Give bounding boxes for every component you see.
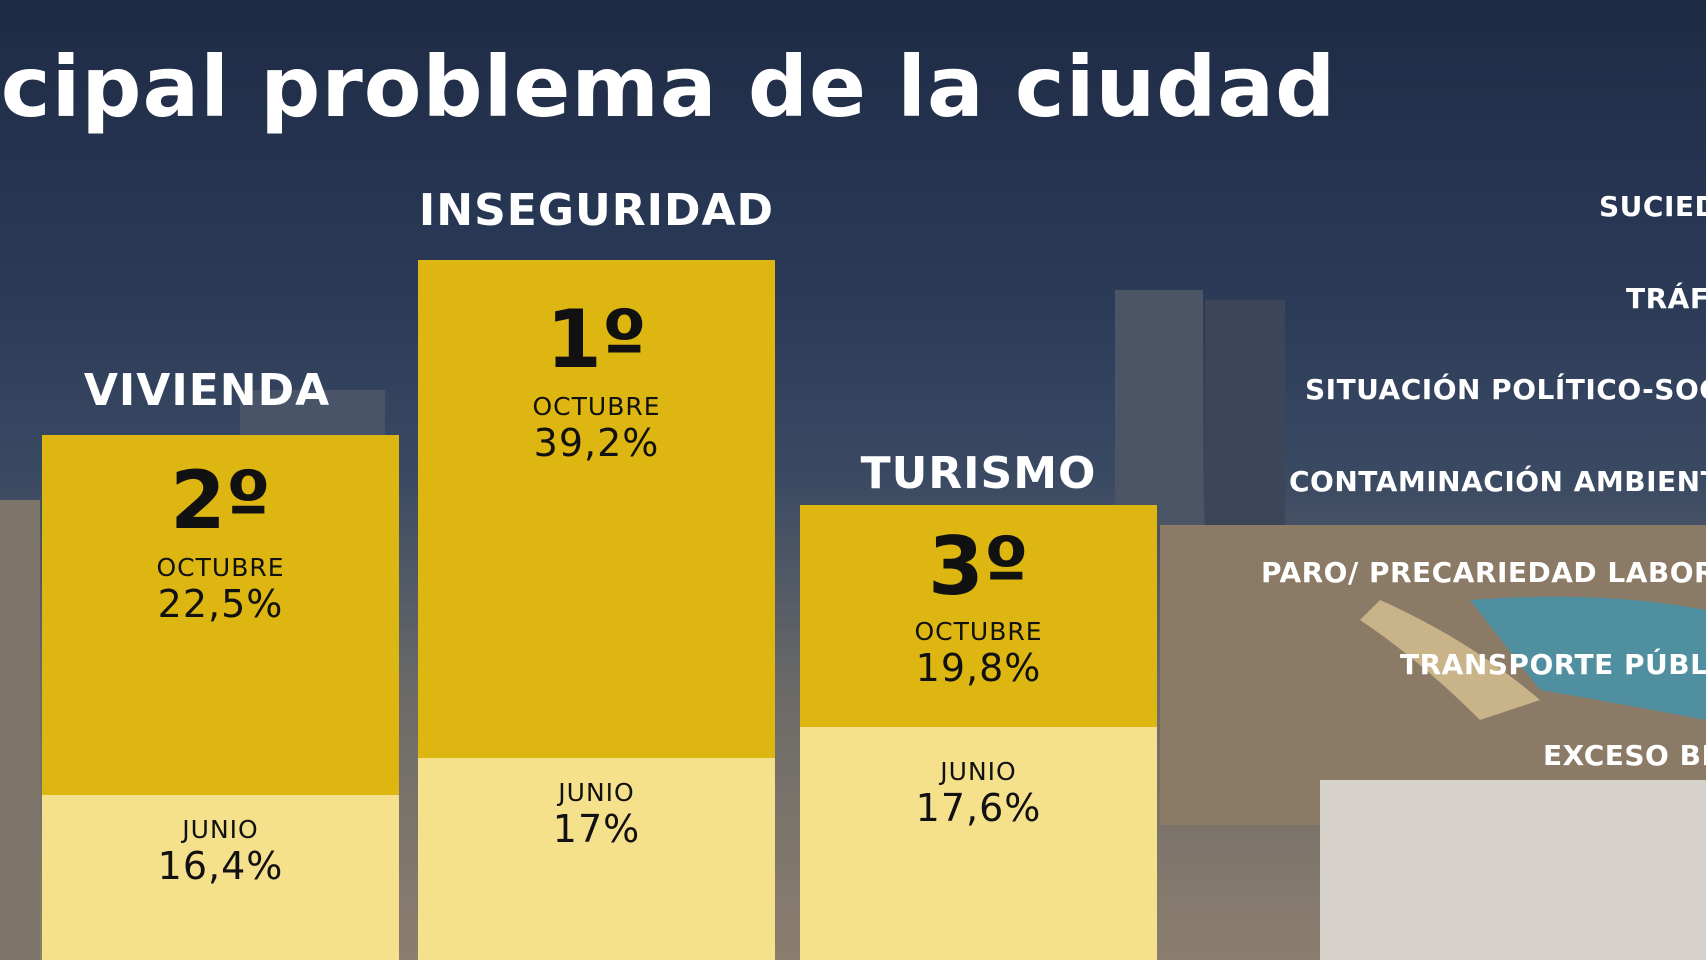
- value-label: 17%: [552, 807, 641, 851]
- value-label: 22,5%: [157, 582, 284, 626]
- other-item-contaminacion-ambiental: CONTAMINACIÓN AMBIENTAL: [1289, 465, 1706, 498]
- other-item-situacion-politico-social: SITUACIÓN POLÍTICO-SOCIAL: [1305, 373, 1706, 406]
- rank-label: 2º: [170, 454, 271, 547]
- left-edge-buildings: [0, 500, 40, 960]
- value-label: 19,8%: [915, 646, 1042, 690]
- bar-inseguridad: 1º OCTUBRE 39,2% JUNIO 17%: [418, 260, 775, 960]
- bar-segment-junio: JUNIO 17,6%: [800, 727, 1157, 960]
- month-label: OCTUBRE: [156, 553, 285, 582]
- page-title: ncipal problema de la ciudad: [0, 38, 1337, 136]
- bar-segment-octubre: 2º OCTUBRE 22,5%: [42, 435, 399, 795]
- bar-label-turismo: TURISMO: [860, 448, 1097, 499]
- value-label: 39,2%: [533, 421, 660, 465]
- month-label: OCTUBRE: [914, 617, 1043, 646]
- other-item-transporte-publico: TRANSPORTE PÚBLICO: [1400, 648, 1706, 681]
- rank-label: 1º: [546, 293, 647, 386]
- beach: [1360, 600, 1540, 720]
- value-label: 17,6%: [915, 786, 1042, 830]
- bar-turismo: 3º OCTUBRE 19,8% JUNIO 17,6%: [800, 505, 1157, 960]
- month-label: JUNIO: [940, 757, 1017, 786]
- other-item-paro-precariedad-laboral: PARO/ PRECARIEDAD LABORAL: [1261, 556, 1706, 589]
- bar-segment-junio: JUNIO 17%: [418, 758, 775, 960]
- rank-label: 3º: [928, 520, 1029, 613]
- other-item-exceso-bicis: EXCESO BICIS: [1543, 739, 1706, 772]
- other-item-trafico: TRÁFICO: [1626, 282, 1706, 315]
- bar-segment-octubre: 3º OCTUBRE 19,8%: [800, 505, 1157, 727]
- bar-label-inseguridad: INSEGURIDAD: [418, 185, 775, 236]
- bar-vivienda: 2º OCTUBRE 22,5% JUNIO 16,4%: [42, 435, 399, 960]
- foreground-buildings: [1320, 780, 1706, 960]
- month-label: JUNIO: [182, 815, 259, 844]
- tower-left: [1115, 290, 1203, 530]
- other-item-suciedad: SUCIEDAD: [1599, 190, 1706, 223]
- tower-right: [1205, 300, 1285, 530]
- sea: [1470, 596, 1706, 720]
- value-label: 16,4%: [157, 844, 284, 888]
- month-label: JUNIO: [558, 778, 635, 807]
- month-label: OCTUBRE: [532, 392, 661, 421]
- bar-segment-junio: JUNIO 16,4%: [42, 795, 399, 960]
- bar-label-vivienda: VIVIENDA: [83, 365, 331, 416]
- bar-segment-octubre: 1º OCTUBRE 39,2%: [418, 260, 775, 758]
